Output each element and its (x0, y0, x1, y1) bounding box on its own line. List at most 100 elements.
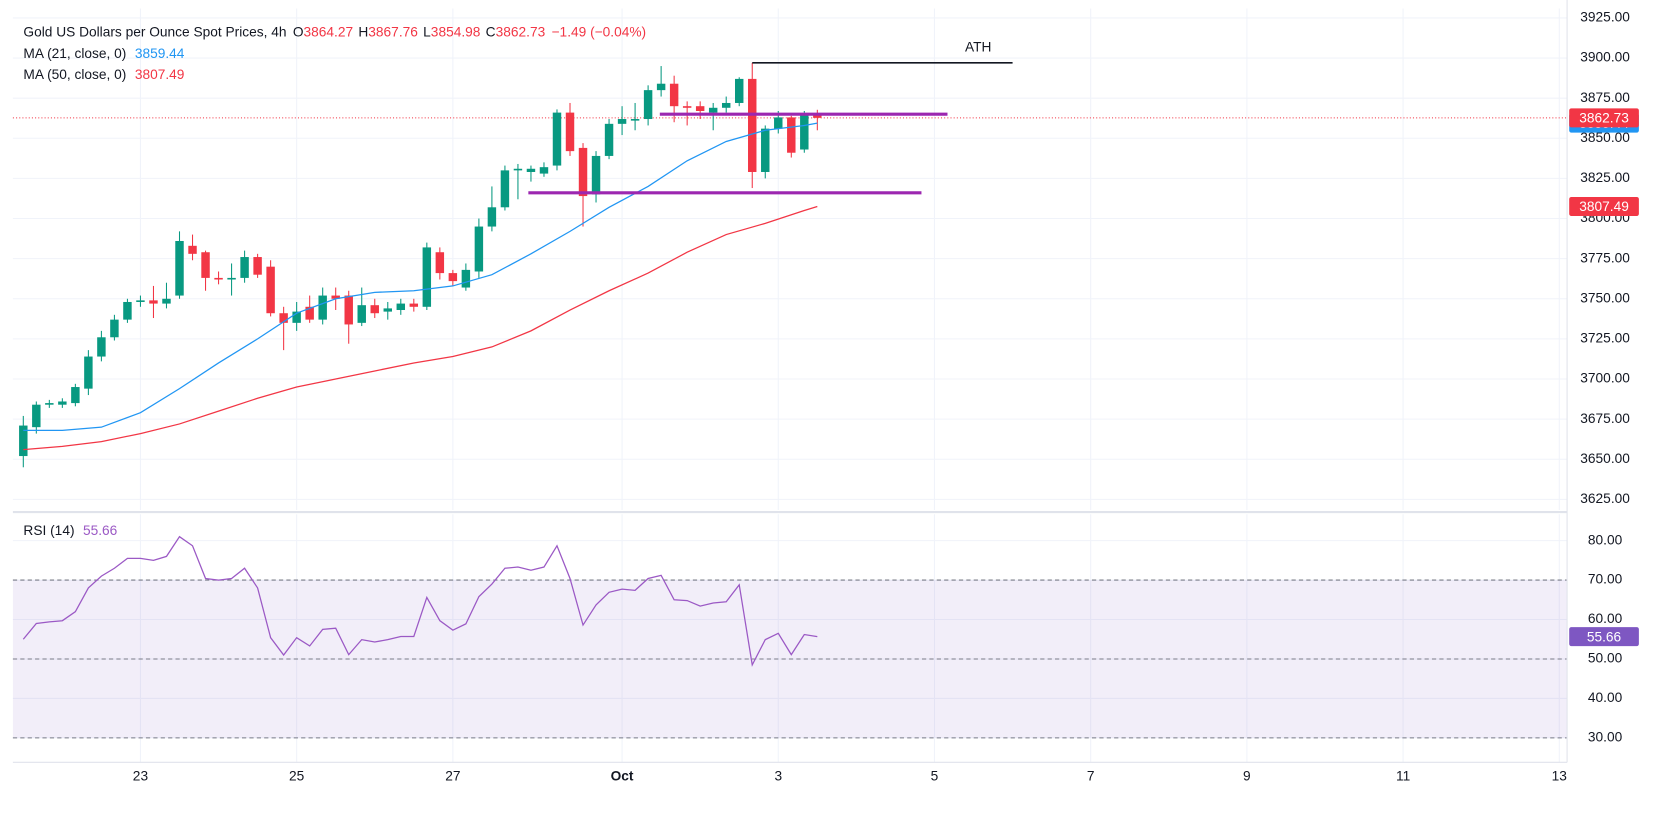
candle-body (656, 83, 666, 91)
candle-body (630, 119, 640, 121)
x-tick-label: 9 (1243, 769, 1251, 784)
candle-body (45, 403, 54, 405)
candle-body (787, 117, 796, 153)
candle-body (695, 106, 705, 111)
candle-body (813, 115, 822, 118)
overlay-layer: 23 25 27 Oct 3 5 7 9 11 13 3625.00 3650.00 3675.00 37… (23, 10, 1639, 784)
candle-body (58, 401, 67, 405)
candle-body (721, 102, 731, 108)
legend-text: C (486, 24, 496, 39)
legend-text: 55.66 (83, 523, 118, 538)
candle-body (318, 295, 327, 320)
x-tick-label: 11 (1396, 769, 1410, 784)
candle-body (279, 313, 288, 323)
price-tag (1569, 108, 1639, 128)
legend-text: O (293, 24, 304, 39)
x-tick-label: 3 (774, 769, 782, 784)
rsi-legend: RSI (14) 55.66 (23, 523, 117, 538)
ma-legend: MA (21, close, 0) 3859.44 (23, 45, 184, 60)
y-tick-label: 3850.00 (1580, 130, 1630, 145)
x-tick-label: 7 (1087, 769, 1095, 784)
legend-text: H (358, 24, 368, 39)
candle-body (591, 155, 601, 195)
y-tick-label: 50.00 (1588, 651, 1623, 666)
candle-body (565, 112, 575, 152)
y-tick-label: 3775.00 (1580, 250, 1630, 265)
candle-body (357, 305, 366, 323)
candle-body (604, 123, 614, 156)
y-tick-label: 3900.00 (1580, 50, 1630, 65)
y-tick-label: 3825.00 (1580, 170, 1630, 185)
legend-text: 3867.76 (368, 24, 418, 39)
candle-body (669, 83, 679, 107)
candle-body (422, 247, 432, 307)
candle-body (32, 404, 41, 428)
candle-body (513, 168, 523, 171)
candle-body (84, 356, 93, 389)
candle-body (682, 106, 692, 108)
candle-body (110, 319, 119, 338)
legend-text: L (423, 24, 431, 39)
candle-body (344, 295, 353, 325)
chart-header: Gold US Dollars per Ounce Spot Prices, 4… (23, 24, 646, 39)
y-tick-label: 3675.00 (1580, 411, 1630, 426)
y-tick-label: 60.00 (1588, 611, 1623, 626)
candle-body (448, 273, 458, 282)
x-tick-label: 27 (445, 769, 460, 784)
candle-body (162, 298, 171, 304)
candle-body (643, 90, 653, 120)
y-tick-label: 70.00 (1588, 572, 1623, 587)
price-tag (1569, 627, 1639, 647)
x-tick-label: 5 (931, 769, 939, 784)
candle-body (539, 167, 549, 174)
candle-body (305, 306, 314, 320)
candle-body (227, 277, 236, 280)
x-tick-label: Oct (611, 769, 634, 784)
ma-legend: MA (50, close, 0) 3807.49 (23, 67, 184, 82)
x-tick-label: 13 (1552, 769, 1568, 784)
candle-body (774, 117, 783, 129)
candle-body (201, 252, 210, 278)
candle-body (461, 269, 471, 288)
legend-text: MA (50, close, 0) (23, 67, 126, 82)
legend-text: 3862.73 (496, 24, 546, 39)
x-tick-label: 23 (133, 769, 149, 784)
candle-body (435, 252, 445, 274)
legend-text: −1.49 (−0.04%) (552, 24, 647, 39)
legend-text: MA (21, close, 0) (23, 45, 126, 60)
price-tag-label: 3807.49 (1579, 199, 1629, 214)
candle-body (149, 300, 158, 304)
x-tick-label: 25 (289, 769, 305, 784)
y-tick-label: 3650.00 (1580, 451, 1630, 466)
candle-body (578, 147, 588, 197)
grid-layer (12, 8, 1568, 763)
y-tick-label: 3625.00 (1580, 491, 1630, 506)
candle-body (748, 78, 757, 172)
candle-body (188, 245, 197, 254)
candle-body (175, 240, 184, 296)
candle-body (383, 308, 392, 312)
candle-body (19, 425, 28, 457)
legend-text: 3854.98 (431, 24, 481, 39)
candle-body (240, 257, 249, 278)
y-tick-label: 3750.00 (1580, 290, 1630, 305)
price-tag-label: 3862.73 (1579, 111, 1629, 126)
price-tag (1569, 197, 1639, 217)
legend-text: 3807.49 (135, 67, 185, 82)
candle-body (370, 305, 379, 314)
candle-body (526, 168, 536, 172)
y-tick-label: 3925.00 (1580, 10, 1630, 25)
candle-body (396, 303, 406, 311)
candle-body (266, 266, 275, 314)
y-tick-label: 3700.00 (1580, 371, 1630, 386)
candle-body (123, 301, 132, 320)
candle-body (500, 170, 510, 208)
ma-line (23, 122, 818, 432)
legend-text: 3864.27 (304, 24, 354, 39)
candle-body (708, 107, 718, 113)
candle-body (214, 277, 223, 280)
candle-body (71, 387, 80, 404)
y-tick-label: 3875.00 (1580, 90, 1630, 105)
drawing-label: ATH (965, 40, 991, 55)
